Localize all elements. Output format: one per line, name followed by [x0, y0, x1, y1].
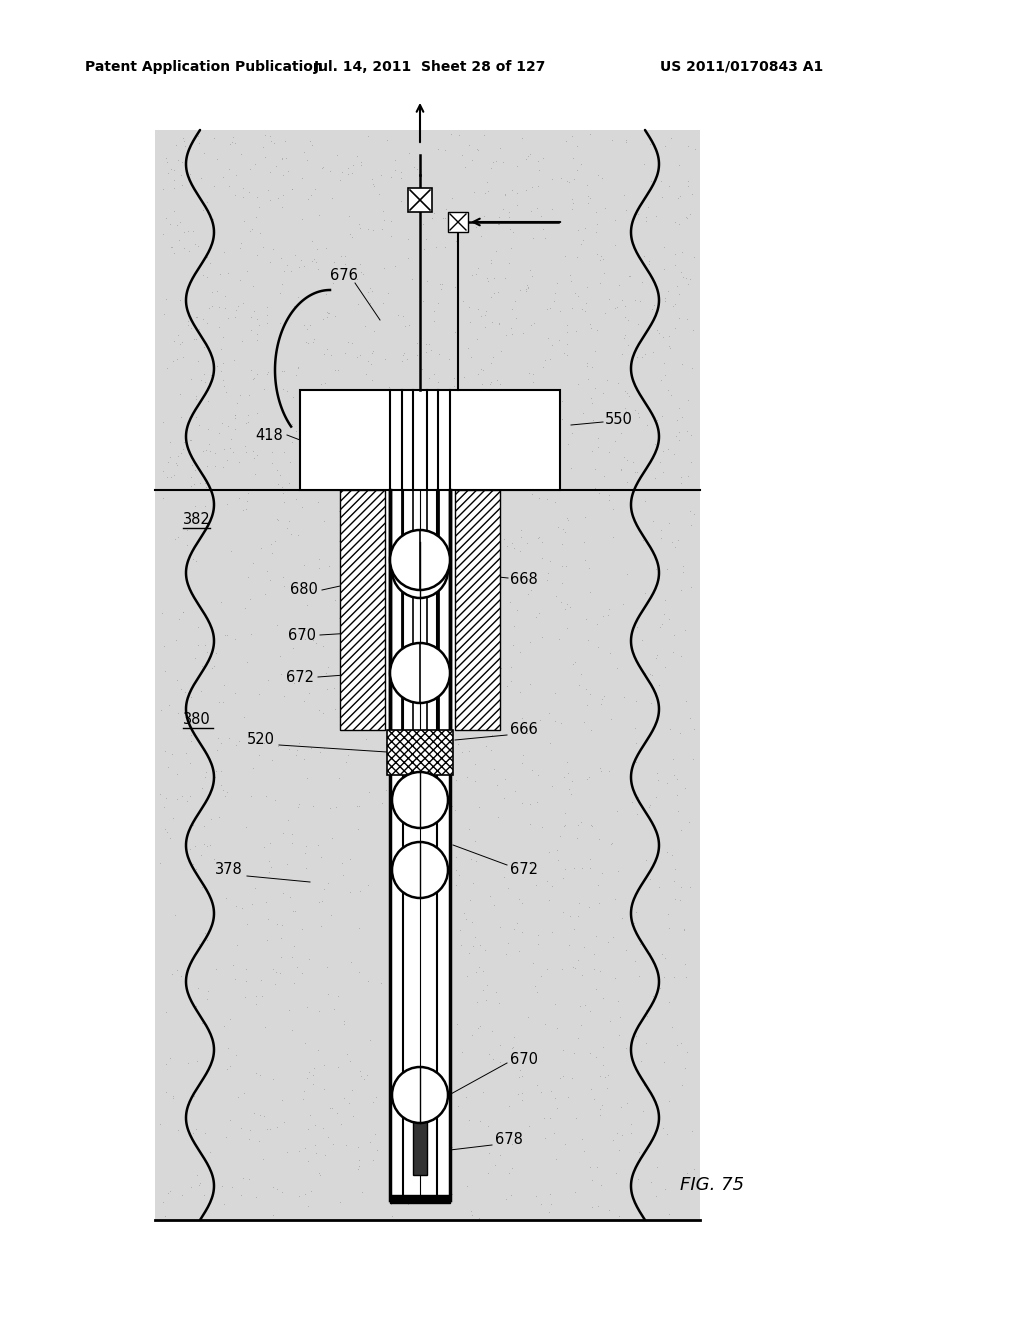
- Bar: [155, 490, 700, 1220]
- Circle shape: [392, 1067, 449, 1123]
- Text: 382: 382: [183, 512, 211, 528]
- Text: 520: 520: [247, 733, 275, 747]
- Text: 380: 380: [183, 713, 211, 727]
- Text: Jul. 14, 2011  Sheet 28 of 127: Jul. 14, 2011 Sheet 28 of 127: [313, 59, 546, 74]
- Text: 676: 676: [330, 268, 357, 282]
- Bar: [390, 1195, 450, 1203]
- Circle shape: [390, 643, 450, 704]
- Bar: [387, 730, 453, 775]
- Text: 668: 668: [510, 573, 538, 587]
- Text: 678: 678: [495, 1133, 523, 1147]
- Circle shape: [390, 531, 450, 590]
- Text: 672: 672: [286, 669, 314, 685]
- Circle shape: [392, 842, 449, 898]
- Circle shape: [392, 543, 449, 598]
- Bar: [390, 490, 450, 1200]
- Text: 378: 378: [215, 862, 243, 878]
- Bar: [413, 1119, 427, 1175]
- Text: Patent Application Publication: Patent Application Publication: [85, 59, 323, 74]
- Text: 418: 418: [255, 428, 283, 442]
- Text: 680: 680: [290, 582, 318, 598]
- Bar: [455, 490, 500, 730]
- Text: 550: 550: [605, 412, 633, 428]
- Bar: [155, 129, 700, 490]
- Bar: [385, 490, 455, 730]
- Text: 670: 670: [510, 1052, 538, 1068]
- Circle shape: [392, 772, 449, 828]
- Bar: [300, 389, 560, 490]
- Bar: [340, 490, 385, 730]
- Bar: [449, 213, 468, 232]
- Text: 670: 670: [288, 627, 316, 643]
- Text: FIG. 75: FIG. 75: [680, 1176, 744, 1195]
- Text: US 2011/0170843 A1: US 2011/0170843 A1: [660, 59, 823, 74]
- Text: 672: 672: [510, 862, 538, 878]
- Bar: [408, 187, 432, 213]
- Text: 666: 666: [510, 722, 538, 738]
